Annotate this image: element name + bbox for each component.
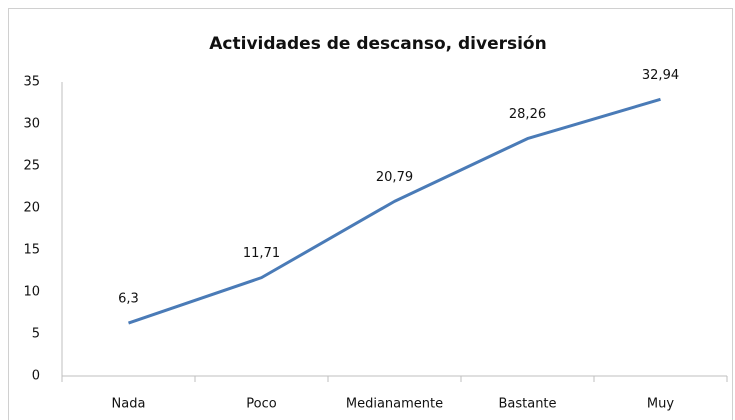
x-tick-label: Poco	[246, 397, 276, 412]
y-tick-label: 35	[23, 75, 40, 90]
data-label: 20,79	[376, 170, 413, 185]
data-label: 6,3	[118, 292, 139, 307]
x-tick-label: Muy	[647, 397, 674, 412]
y-tick-label: 30	[23, 117, 40, 132]
chart-title: Actividades de descanso, diversión	[209, 34, 546, 54]
data-label: 32,94	[642, 68, 679, 83]
y-tick-label: 5	[32, 327, 40, 342]
x-tick-label: Bastante	[498, 397, 556, 412]
y-tick-label: 15	[23, 243, 40, 258]
x-tick-label: Nada	[112, 397, 146, 412]
x-tick-label: Medianamente	[346, 397, 443, 412]
data-label: 11,71	[243, 246, 280, 261]
y-tick-label: 10	[23, 285, 40, 300]
y-tick-label: 0	[32, 369, 40, 384]
y-tick-label: 25	[23, 159, 40, 174]
y-tick-label: 20	[23, 201, 40, 216]
data-label: 28,26	[509, 107, 546, 122]
line-series	[128, 97, 661, 325]
